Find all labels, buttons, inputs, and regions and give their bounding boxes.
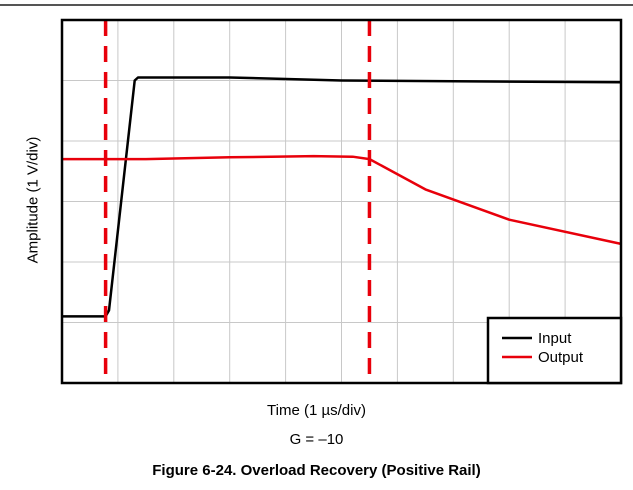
x-axis-label: Time (1 µs/div) (267, 402, 366, 419)
series-line-output (62, 154, 622, 246)
chart: Input Output (60, 18, 623, 385)
y-axis-label: Amplitude (1 V/div) (24, 136, 42, 264)
legend: Input Output (486, 316, 623, 385)
gain-caption: G = –10 (289, 431, 344, 448)
legend-label-output: Output (538, 349, 584, 366)
legend-label-input: Input (538, 330, 572, 347)
top-rule (0, 4, 633, 6)
legend-box (486, 316, 623, 385)
markers-group (103, 20, 372, 383)
figure-caption: Figure 6-24. Overload Recovery (Positive… (152, 462, 481, 479)
plot-frame (60, 18, 623, 385)
